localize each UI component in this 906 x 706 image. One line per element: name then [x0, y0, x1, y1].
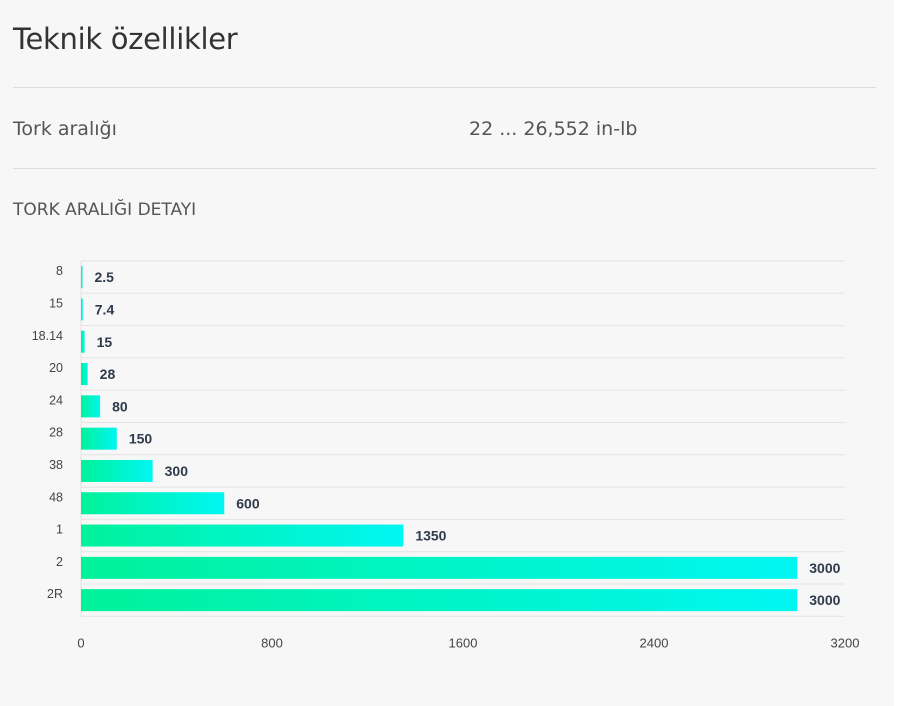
value-label: 1350: [415, 528, 446, 544]
category-label: 28: [49, 426, 63, 440]
category-label: 38: [49, 458, 63, 472]
category-label: 18.14: [32, 329, 63, 343]
category-label: 2: [56, 555, 63, 569]
spec-label: Tork aralığı: [13, 118, 117, 140]
value-label: 7.4: [95, 301, 115, 317]
category-label: 15: [49, 296, 63, 310]
bar-15: [81, 298, 83, 321]
bar-24: [81, 395, 101, 418]
value-label: 28: [100, 366, 116, 382]
bar-48: [81, 492, 225, 515]
bar-2R: [81, 589, 798, 612]
category-label: 20: [49, 361, 63, 375]
category-label: 48: [49, 490, 63, 504]
category-label: 2R: [47, 587, 63, 601]
bar-38: [81, 459, 153, 482]
category-label: 24: [49, 393, 63, 407]
x-tick-label: 2400: [640, 635, 669, 650]
section-title: TORK ARALIĞI DETAYI: [13, 200, 197, 220]
value-label: 150: [129, 431, 153, 447]
value-label: 2.5: [95, 269, 115, 285]
divider-top: [13, 87, 876, 88]
value-label: 15: [97, 334, 113, 350]
page-title: Teknik özellikler: [13, 22, 238, 56]
value-label: 3000: [809, 592, 840, 608]
x-tick-label: 0: [77, 635, 84, 650]
value-label: 3000: [809, 560, 840, 576]
bar-20: [81, 363, 88, 386]
x-tick-label: 3200: [831, 635, 860, 650]
bar-1: [81, 524, 404, 547]
x-tick-label: 800: [261, 635, 283, 650]
divider-bottom: [13, 168, 876, 169]
x-tick-label: 1600: [449, 635, 478, 650]
category-label: 8: [56, 264, 63, 278]
spec-value: 22 ... 26,552 in-lb: [469, 118, 638, 140]
bar-8: [81, 266, 83, 289]
value-label: 600: [236, 495, 260, 511]
value-label: 300: [165, 463, 189, 479]
bar-2: [81, 556, 798, 579]
value-label: 80: [112, 398, 128, 414]
category-label: 1: [56, 523, 63, 537]
bar-28: [81, 427, 117, 450]
bar-18.14: [81, 330, 85, 353]
